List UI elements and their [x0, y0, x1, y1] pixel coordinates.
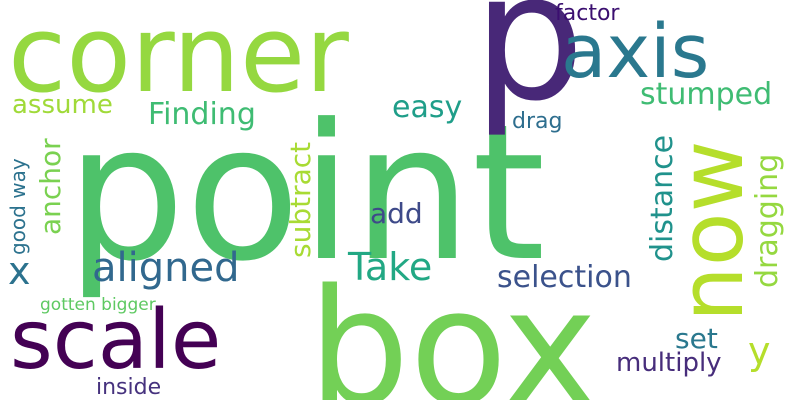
word-finding: Finding — [148, 97, 256, 132]
word-now: now — [660, 140, 763, 322]
word-assume: assume — [12, 90, 113, 120]
word-axis: axis — [561, 9, 710, 95]
word-add: add — [370, 197, 423, 230]
word-selection: selection — [497, 260, 632, 295]
word-multiply: multiply — [616, 348, 722, 378]
word-set: set — [675, 322, 718, 355]
word-scale: scale — [10, 293, 222, 388]
word-p: p — [473, 0, 585, 140]
word-inside: inside — [96, 375, 162, 400]
word-take: Take — [348, 245, 433, 289]
word-good-way: good way — [6, 158, 30, 255]
word-x: x — [8, 249, 31, 293]
word-corner: corner — [8, 0, 349, 116]
word-anchor: anchor — [34, 138, 67, 235]
word-factor: factor — [555, 1, 620, 26]
word-stumped: stumped — [640, 77, 773, 112]
word-distance: distance — [645, 134, 680, 262]
word-gotten-bigger: gotten bigger — [40, 295, 156, 315]
word-box: box — [308, 254, 598, 400]
word-drag: drag — [512, 109, 563, 134]
word-y: y — [748, 329, 771, 373]
word-dragging: dragging — [750, 153, 785, 288]
word-easy: easy — [392, 90, 463, 125]
word-point: point — [66, 84, 546, 303]
word-aligned: aligned — [92, 245, 240, 291]
word-subtract: subtract — [284, 141, 317, 258]
